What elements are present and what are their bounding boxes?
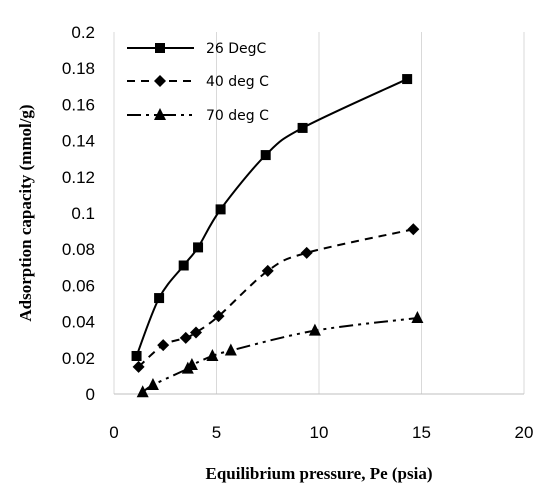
series-1-point-2 xyxy=(179,331,192,344)
series-2-point-1 xyxy=(146,377,159,390)
series-1-point-4 xyxy=(212,310,225,323)
series-1-point-7 xyxy=(407,223,420,236)
y-tick-label-4: 0.08 xyxy=(62,240,95,259)
series-2-point-7 xyxy=(411,310,424,323)
x-tick-label-2: 10 xyxy=(310,423,329,442)
legend-marker-0 xyxy=(155,43,165,53)
y-axis-title: Adsorption capacity (mmol/g) xyxy=(16,104,35,321)
series-0-point-3 xyxy=(193,242,204,253)
series-0-point-6 xyxy=(297,122,308,133)
series-1-point-5 xyxy=(261,264,274,277)
series-1-point-3 xyxy=(190,326,202,339)
x-tick-label-3: 15 xyxy=(412,423,431,442)
y-tick-label-10: 0.2 xyxy=(71,23,95,42)
series-1-point-6 xyxy=(300,246,313,259)
series-2-point-5 xyxy=(224,343,237,356)
series-line-1 xyxy=(137,228,414,368)
series-0-point-4 xyxy=(215,204,226,215)
series-0-point-1 xyxy=(154,293,165,304)
y-tick-label-0: 0 xyxy=(86,385,95,404)
series-2-point-4 xyxy=(206,348,219,361)
y-tick-labels: 0 0.02 0.04 0.06 0.08 0.1 0.12 0.14 0.16 0.18 0.2 xyxy=(62,23,95,404)
series-1-point-1 xyxy=(157,339,170,352)
y-tick-label-3: 0.06 xyxy=(62,276,95,295)
legend-marker-2 xyxy=(154,108,166,120)
y-tick-label-2: 0.04 xyxy=(62,313,95,332)
y-tick-label-7: 0.14 xyxy=(62,132,95,151)
y-tick-label-9: 0.18 xyxy=(62,59,95,78)
series-0-point-0 xyxy=(131,350,142,361)
x-tick-label-4: 20 xyxy=(515,423,534,442)
series-2-point-0 xyxy=(136,385,149,398)
series-0-point-2 xyxy=(178,260,189,271)
data-series xyxy=(131,74,424,398)
series-1-point-0 xyxy=(132,360,145,373)
y-tick-label-8: 0.16 xyxy=(62,95,95,114)
legend: 26 DegC 40 deg C 70 deg C xyxy=(127,41,269,124)
y-tick-label-5: 0.1 xyxy=(71,204,95,223)
legend-label-2: 70 deg C xyxy=(206,108,269,124)
series-2-point-6 xyxy=(308,323,321,336)
x-tick-labels: 0 5 10 15 20 xyxy=(109,423,533,442)
y-tick-label-6: 0.12 xyxy=(62,168,95,187)
series-2-point-3 xyxy=(185,358,198,371)
y-tick-label-1: 0.02 xyxy=(62,349,95,368)
x-tick-label-1: 5 xyxy=(212,423,221,442)
legend-label-0: 26 DegC xyxy=(206,41,267,57)
series-0-point-5 xyxy=(260,150,271,161)
legend-marker-1 xyxy=(154,75,166,87)
series-0-point-7 xyxy=(402,74,413,85)
x-tick-label-0: 0 xyxy=(109,423,118,442)
x-axis-title: Equilibrium pressure, Pe (psia) xyxy=(205,464,432,483)
legend-label-1: 40 deg C xyxy=(206,74,269,90)
